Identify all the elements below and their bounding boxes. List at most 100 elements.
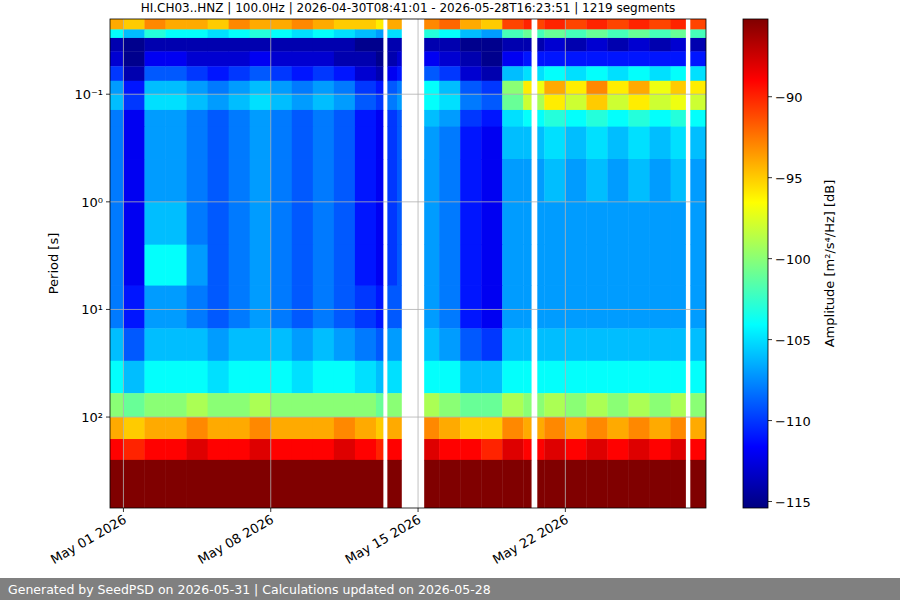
cell (376, 460, 383, 508)
cell (208, 328, 229, 361)
cell (250, 29, 271, 38)
cell (110, 66, 124, 81)
cell (502, 439, 523, 460)
cell (523, 66, 531, 81)
cell (502, 127, 523, 160)
title: HI.CH03..HNZ | 100.0Hz | 2026-04-30T08:4… (141, 1, 676, 15)
cell (334, 202, 355, 245)
cell (690, 81, 706, 95)
cell (565, 393, 586, 417)
cell (313, 51, 334, 66)
cell (271, 94, 292, 110)
cell (565, 38, 586, 52)
cell (250, 245, 271, 286)
cell (271, 110, 292, 127)
cell (144, 127, 165, 160)
cell (565, 328, 586, 361)
cell (565, 110, 586, 127)
cell (565, 94, 586, 110)
cell (229, 286, 250, 329)
cell (650, 127, 671, 160)
cell (187, 286, 208, 329)
cell (110, 110, 124, 127)
cell (123, 81, 144, 95)
cell (671, 19, 686, 30)
cell (292, 286, 313, 329)
cell (250, 66, 271, 81)
cell (607, 110, 628, 127)
cell (671, 66, 686, 81)
cell (439, 286, 460, 329)
cell (376, 417, 383, 439)
colorbar (743, 19, 768, 508)
cell (424, 38, 439, 52)
cell (187, 66, 208, 81)
grid-line-y (110, 201, 706, 202)
cell (424, 127, 439, 160)
cell (387, 361, 397, 394)
cell (460, 66, 481, 81)
cell (424, 245, 439, 286)
cell (229, 19, 250, 30)
cell (229, 439, 250, 460)
cell (671, 159, 686, 202)
cell (229, 417, 250, 439)
colorbar-tick-label: −115 (775, 495, 811, 510)
cell (537, 417, 544, 439)
cell (355, 29, 376, 38)
cell (208, 94, 229, 110)
cell (650, 38, 671, 52)
cell (460, 19, 481, 30)
colorbar-tick (768, 258, 772, 259)
cell (123, 51, 144, 66)
cell (607, 202, 628, 245)
cell (523, 51, 531, 66)
cell (460, 51, 481, 66)
cell (481, 202, 502, 245)
cell (313, 66, 334, 81)
cell (144, 393, 165, 417)
cell (355, 127, 376, 160)
cell (166, 66, 187, 81)
cell (397, 127, 402, 160)
cell (439, 202, 460, 245)
cell (586, 328, 607, 361)
cell (397, 245, 402, 286)
y-tick-label: 10⁰ (81, 195, 103, 210)
cell (565, 29, 586, 38)
cell (208, 19, 229, 30)
cell (166, 393, 187, 417)
cell (607, 328, 628, 361)
x-tick (418, 508, 419, 512)
cell (208, 66, 229, 81)
cell (123, 38, 144, 52)
cell (123, 159, 144, 202)
grid-line-x (418, 19, 419, 508)
cell (387, 51, 397, 66)
cell (166, 38, 187, 52)
cell (292, 66, 313, 81)
x-tick-label: May 01 2026 (48, 512, 129, 567)
cell (387, 38, 397, 52)
cell (387, 286, 397, 329)
cell (229, 51, 250, 66)
cell (271, 417, 292, 439)
cell (607, 393, 628, 417)
cell (397, 460, 402, 508)
cell (502, 202, 523, 245)
cell (628, 361, 649, 394)
cell (208, 81, 229, 95)
cell (313, 127, 334, 160)
cell (650, 66, 671, 81)
cell (355, 361, 376, 394)
cell (313, 328, 334, 361)
cell (187, 393, 208, 417)
cell (690, 460, 706, 508)
cell (650, 202, 671, 245)
cell (607, 127, 628, 160)
cell (166, 51, 187, 66)
cell (387, 245, 397, 286)
cell (481, 81, 502, 95)
cell (460, 81, 481, 95)
cell (424, 417, 439, 439)
